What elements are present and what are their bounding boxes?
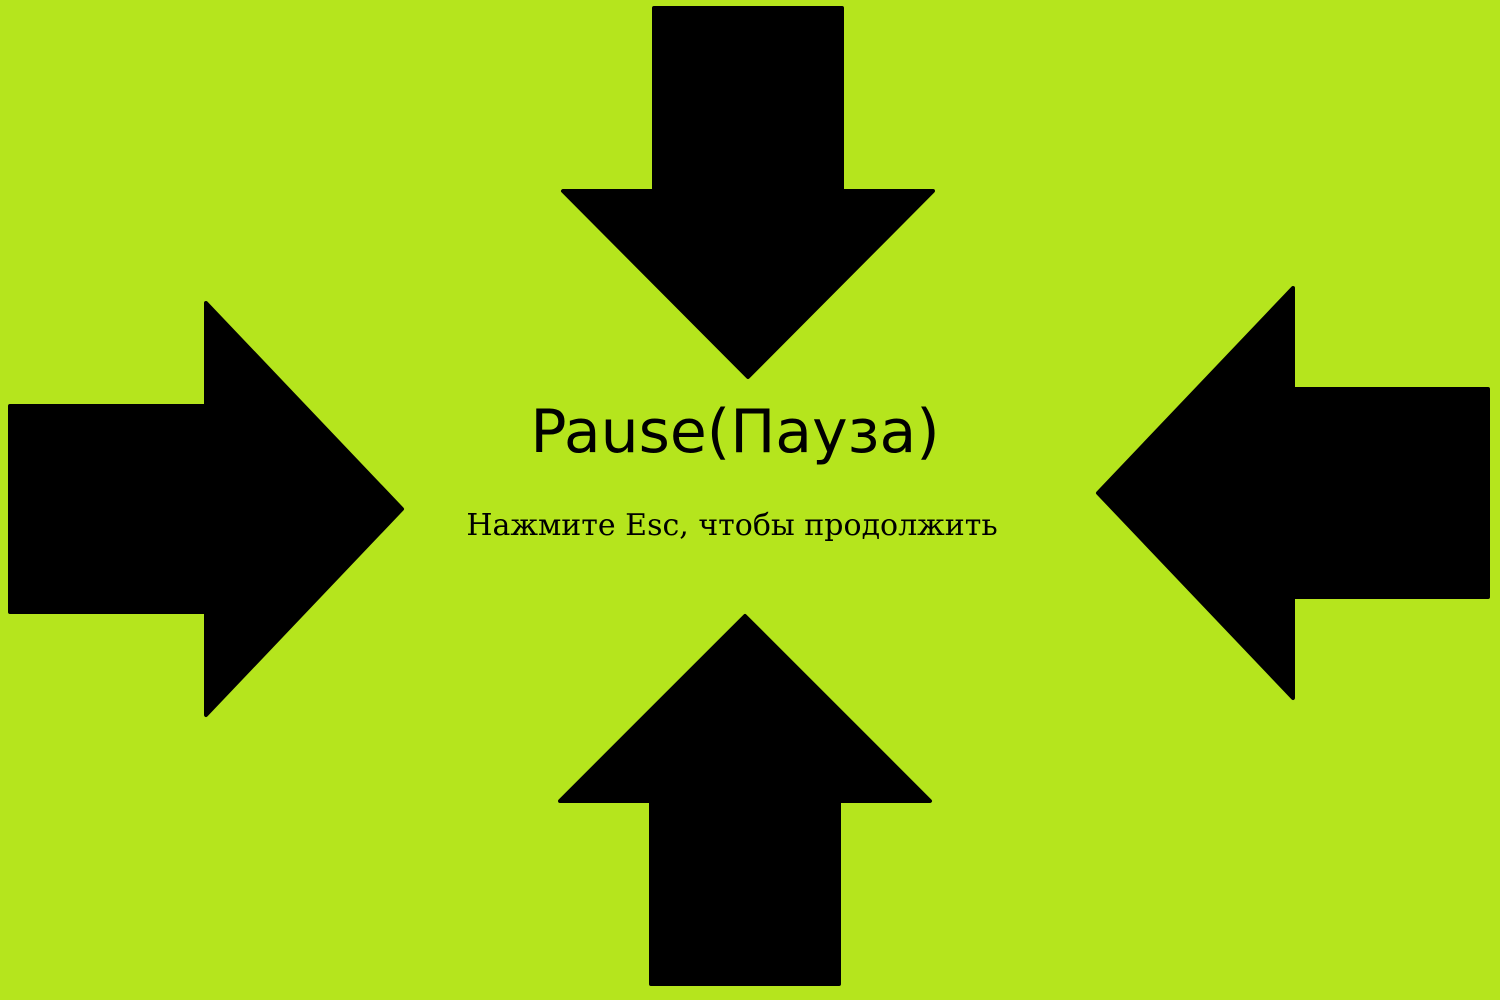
arrow-left-icon [1096,286,1490,700]
arrow-down-icon [561,6,935,379]
pause-title: Pause(Пауза) [530,397,940,467]
arrow-right-icon [8,301,404,717]
arrow-up-icon [558,614,932,986]
resume-hint: Нажмите Esc, чтобы продолжить [466,508,998,543]
